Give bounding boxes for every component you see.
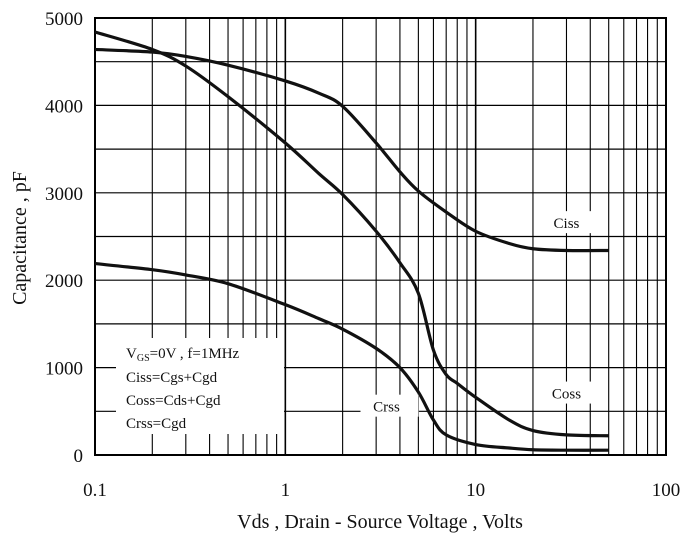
curve-label-coss: Coss bbox=[552, 387, 581, 403]
x-tick-label: 100 bbox=[652, 480, 681, 501]
x-tick-label: 1 bbox=[281, 480, 291, 501]
y-tick-label: 5000 bbox=[45, 9, 83, 30]
x-tick-label: 10 bbox=[466, 480, 485, 501]
x-tick-label: 0.1 bbox=[83, 480, 107, 501]
y-tick-label: 4000 bbox=[45, 96, 83, 117]
series-layer bbox=[94, 30, 609, 452]
series-line-ciss bbox=[94, 47, 609, 253]
y-axis-label: Capacitance , pF bbox=[9, 171, 31, 305]
curve-label-background bbox=[540, 381, 599, 404]
condition-coss: Coss=Cds+Cgd bbox=[126, 393, 221, 409]
y-tick-label: 2000 bbox=[45, 271, 83, 292]
curve-label-ciss: Ciss bbox=[554, 216, 580, 232]
curve-label-background bbox=[540, 211, 599, 234]
plot-frame bbox=[94, 17, 667, 456]
series-line-coss bbox=[94, 30, 609, 438]
test-conditions-box: VGS=0V , f=1MHz Ciss=Cgs+Cgd Coss=Cds+Cg… bbox=[116, 338, 284, 434]
condition-vgs: VGS=0V , f=1MHz bbox=[126, 346, 240, 364]
condition-crss: Crss=Cgd bbox=[126, 416, 187, 432]
series-line-crss bbox=[94, 262, 609, 452]
curve-label-crss: Crss bbox=[373, 400, 400, 416]
curve-label-background bbox=[360, 394, 419, 417]
condition-ciss: Ciss=Cgs+Cgd bbox=[126, 370, 218, 386]
y-tick-label: 1000 bbox=[45, 359, 83, 380]
y-tick-label: 3000 bbox=[45, 184, 83, 205]
y-tick-label: 0 bbox=[74, 446, 84, 467]
curve-labels: Ciss Coss Crss bbox=[360, 211, 599, 417]
x-axis-label: Vds , Drain - Source Voltage , Volts bbox=[237, 511, 523, 533]
